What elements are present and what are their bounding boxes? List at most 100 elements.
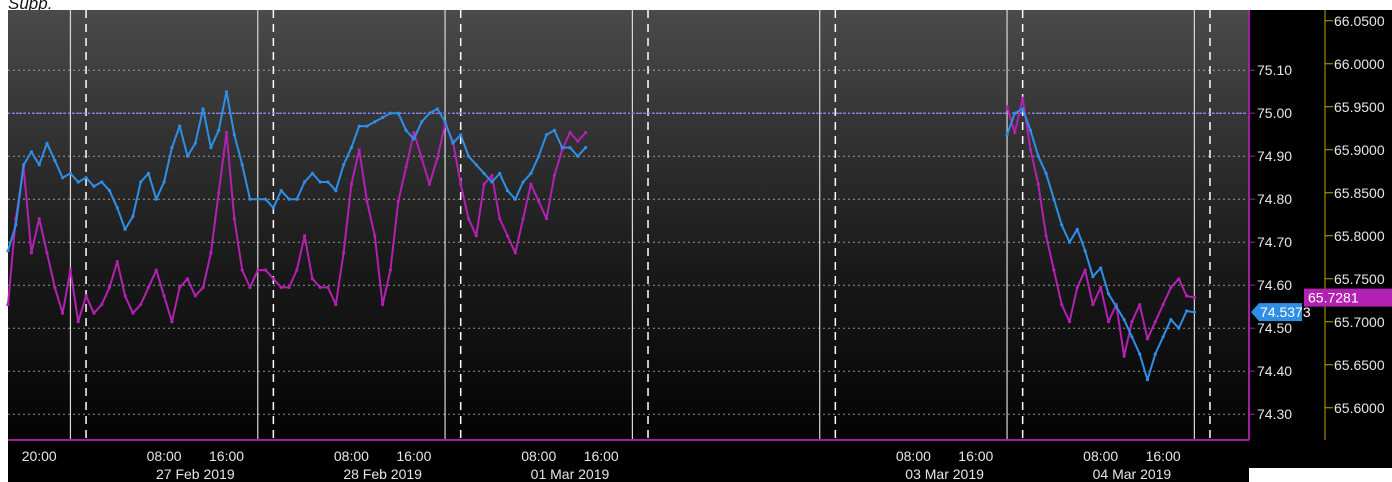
series-left-point: [209, 146, 213, 150]
series-left-point: [1021, 107, 1025, 111]
series-left-point: [53, 158, 57, 163]
series-left-point: [1114, 305, 1118, 309]
series-right-point: [1052, 268, 1056, 272]
series-right-point: [334, 303, 338, 307]
series-left-point: [68, 171, 72, 175]
right-axis-panel: [1249, 10, 1392, 468]
series-right-point: [248, 285, 252, 289]
y-left-tick-label: 74.70: [1257, 234, 1292, 250]
series-left-point: [513, 197, 517, 201]
x-tick-label: 08:00: [1083, 448, 1118, 464]
series-right-point: [318, 285, 322, 289]
series-right-point: [1153, 320, 1157, 324]
series-left-point: [1013, 111, 1017, 115]
series-right-point: [1044, 234, 1048, 238]
series-left-point: [388, 111, 392, 115]
series-right-point: [139, 303, 143, 307]
x-date-label: 03 Mar 2019: [905, 466, 984, 482]
series-right-point: [6, 303, 10, 307]
series-left-point: [1083, 249, 1087, 253]
series-left-point: [1036, 154, 1040, 158]
series-right-point: [131, 311, 135, 315]
y-left-tick-label: 74.30: [1257, 406, 1292, 422]
series-left-point: [552, 128, 557, 132]
series-left-point: [537, 154, 541, 158]
series-left-point: [146, 171, 151, 175]
series-right-point: [396, 199, 400, 203]
series-right-point: [365, 199, 369, 203]
series-left-point: [560, 146, 564, 150]
series-right-point: [271, 277, 275, 281]
series-left-point: [1177, 326, 1181, 330]
series-right-point: [1013, 130, 1017, 135]
series-left-point: [451, 141, 455, 145]
chart-header-text: Supp.: [8, 0, 53, 13]
x-date-label: 28 Feb 2019: [343, 466, 422, 482]
x-tick-label: 20:00: [22, 448, 57, 464]
series-left-point: [217, 128, 221, 132]
series-left-point: [170, 146, 174, 150]
series-right-point: [76, 320, 80, 324]
y-right-tick-label: 65.8500: [1334, 185, 1385, 201]
series-right-point: [123, 294, 127, 298]
series-right-point: [412, 130, 416, 135]
bottom-axis-panel: [8, 440, 1249, 482]
series-right-point: [513, 251, 517, 255]
x-tick-label: 16:00: [1146, 448, 1181, 464]
series-left-point: [123, 227, 127, 231]
series-left-point: [1192, 310, 1196, 314]
series-left-point: [193, 141, 197, 145]
series-right-point: [529, 182, 533, 186]
x-date-label: 01 Mar 2019: [531, 466, 610, 482]
last-value-tag-right: [1304, 288, 1392, 307]
last-value-right: 65.7281: [1308, 290, 1359, 306]
series-left-point: [544, 133, 549, 137]
series-right-point: [1067, 320, 1072, 324]
series-right-point: [1145, 337, 1150, 341]
series-left-point: [443, 120, 447, 124]
y-right-tick-label: 65.9500: [1334, 99, 1385, 115]
series-right-point: [459, 182, 463, 186]
series-left-point: [256, 197, 260, 201]
series-left-point: [1005, 133, 1009, 137]
series-right-point: [303, 234, 307, 238]
y-right-tick-label: 65.7000: [1334, 314, 1385, 330]
y-right-tick-label: 66.0500: [1334, 13, 1385, 29]
series-left-point: [1169, 318, 1173, 322]
series-right-point: [240, 268, 244, 272]
series-left-point: [365, 124, 369, 128]
series-left-point: [201, 107, 205, 111]
y-left-tick-label: 74.60: [1257, 277, 1292, 293]
series-right-point: [568, 130, 572, 135]
series-right-point: [521, 217, 525, 221]
y-right-tick-label: 65.8000: [1334, 228, 1385, 244]
y-left-tick-label: 74.90: [1257, 148, 1292, 164]
series-left-point: [264, 197, 268, 201]
series-right-point: [1060, 303, 1064, 307]
series-left-point: [310, 171, 314, 175]
series-left-point: [1161, 335, 1165, 339]
series-right-point: [552, 173, 557, 178]
series-left-point: [131, 214, 135, 218]
series-left-point: [404, 128, 408, 132]
series-left-point: [1091, 275, 1095, 279]
series-right-point: [185, 277, 190, 281]
series-left-point: [435, 107, 439, 111]
plot-background: [8, 10, 1249, 468]
series-right-point: [68, 268, 72, 272]
series-left-point: [154, 197, 158, 201]
series-left-point: [584, 146, 588, 150]
series-right-point: [146, 285, 151, 289]
series-right-point: [115, 260, 119, 264]
series-right-point: [217, 191, 221, 195]
series-left-point: [349, 146, 353, 150]
series-left-point: [1052, 197, 1056, 201]
series-right-point: [349, 182, 353, 186]
series-right-point: [170, 320, 174, 324]
series-right-point: [1169, 285, 1173, 289]
series-left-point: [381, 115, 385, 120]
series-left-point: [373, 120, 377, 124]
series-right-point: [1192, 296, 1196, 300]
series-left-point: [466, 154, 471, 158]
series-left-point: [61, 176, 65, 180]
